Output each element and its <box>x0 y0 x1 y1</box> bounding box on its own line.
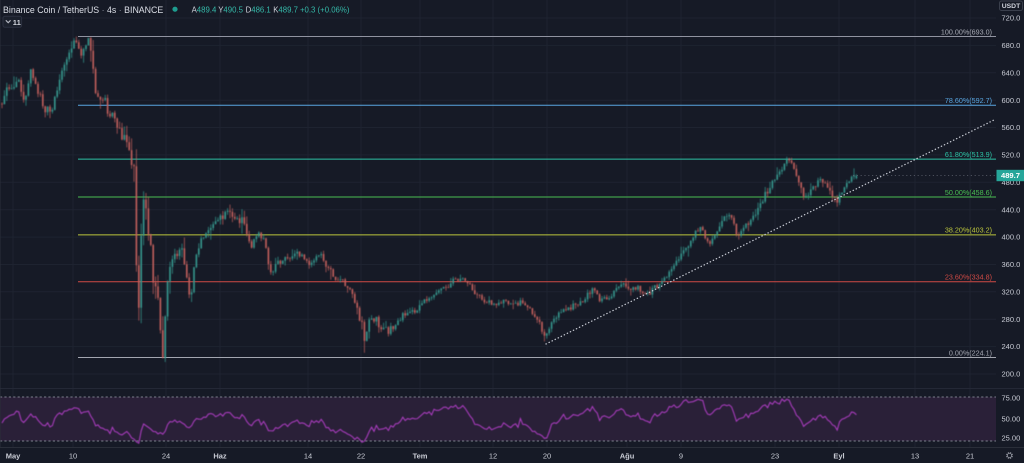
svg-text:23: 23 <box>771 452 779 461</box>
svg-text:24: 24 <box>162 452 170 461</box>
svg-text:78.60%(592.7): 78.60%(592.7) <box>945 96 992 105</box>
svg-text:280.0: 280.0 <box>1002 315 1021 324</box>
svg-text:640.0: 640.0 <box>1002 68 1021 77</box>
svg-text:61.80%(513.9): 61.80%(513.9) <box>945 150 992 159</box>
svg-text:320.0: 320.0 <box>1002 287 1021 296</box>
svg-text:Ağu: Ağu <box>620 452 635 461</box>
svg-text:21: 21 <box>966 452 974 461</box>
svg-text:22: 22 <box>357 452 365 461</box>
svg-text:25.00: 25.00 <box>1002 434 1021 443</box>
svg-text:360.0: 360.0 <box>1002 260 1021 269</box>
svg-text:720.0: 720.0 <box>1002 14 1021 23</box>
svg-text:560.0: 560.0 <box>1002 123 1021 132</box>
svg-text:100.00%(693.0): 100.00%(693.0) <box>941 27 992 36</box>
svg-text:11: 11 <box>13 18 22 27</box>
svg-text:Tem: Tem <box>413 452 428 461</box>
svg-text:50.00: 50.00 <box>1002 415 1021 424</box>
svg-text:10: 10 <box>69 452 77 461</box>
svg-text:0.00%(224.1): 0.00%(224.1) <box>949 348 992 357</box>
svg-text:K489.7: K489.7 <box>273 6 298 15</box>
svg-text:489.7: 489.7 <box>1001 171 1020 180</box>
svg-text:9: 9 <box>679 452 683 461</box>
svg-text:D486.1: D486.1 <box>246 6 271 15</box>
svg-text:480.0: 480.0 <box>1002 178 1021 187</box>
svg-text:23.60%(334.8): 23.60%(334.8) <box>945 273 992 282</box>
svg-text:440.0: 440.0 <box>1002 205 1021 214</box>
svg-text:Eyl: Eyl <box>833 452 844 461</box>
svg-text:520.0: 520.0 <box>1002 151 1021 160</box>
svg-text:12: 12 <box>489 452 497 461</box>
svg-text:USDT: USDT <box>1002 3 1021 10</box>
svg-text:400.0: 400.0 <box>1002 233 1021 242</box>
svg-text:20: 20 <box>543 452 551 461</box>
svg-text:240.0: 240.0 <box>1002 342 1021 351</box>
svg-text:A489.4: A489.4 <box>192 6 217 15</box>
svg-text:Y490.5: Y490.5 <box>218 6 243 15</box>
svg-text:600.0: 600.0 <box>1002 96 1021 105</box>
svg-text:May: May <box>6 452 21 461</box>
svg-text:14: 14 <box>304 452 312 461</box>
svg-text:+0.3 (+0.06%): +0.3 (+0.06%) <box>300 6 350 15</box>
svg-text:Haz: Haz <box>213 452 227 461</box>
svg-text:13: 13 <box>911 452 919 461</box>
svg-text:75.00: 75.00 <box>1002 394 1021 403</box>
svg-text:Binance Coin / TetherUS · 4s ·: Binance Coin / TetherUS · 4s · BINANCE <box>3 5 163 15</box>
svg-text:200.0: 200.0 <box>1002 370 1021 379</box>
svg-text:38.20%(403.2): 38.20%(403.2) <box>945 226 992 235</box>
svg-text:50.00%(458.6): 50.00%(458.6) <box>945 188 992 197</box>
svg-text:680.0: 680.0 <box>1002 41 1021 50</box>
